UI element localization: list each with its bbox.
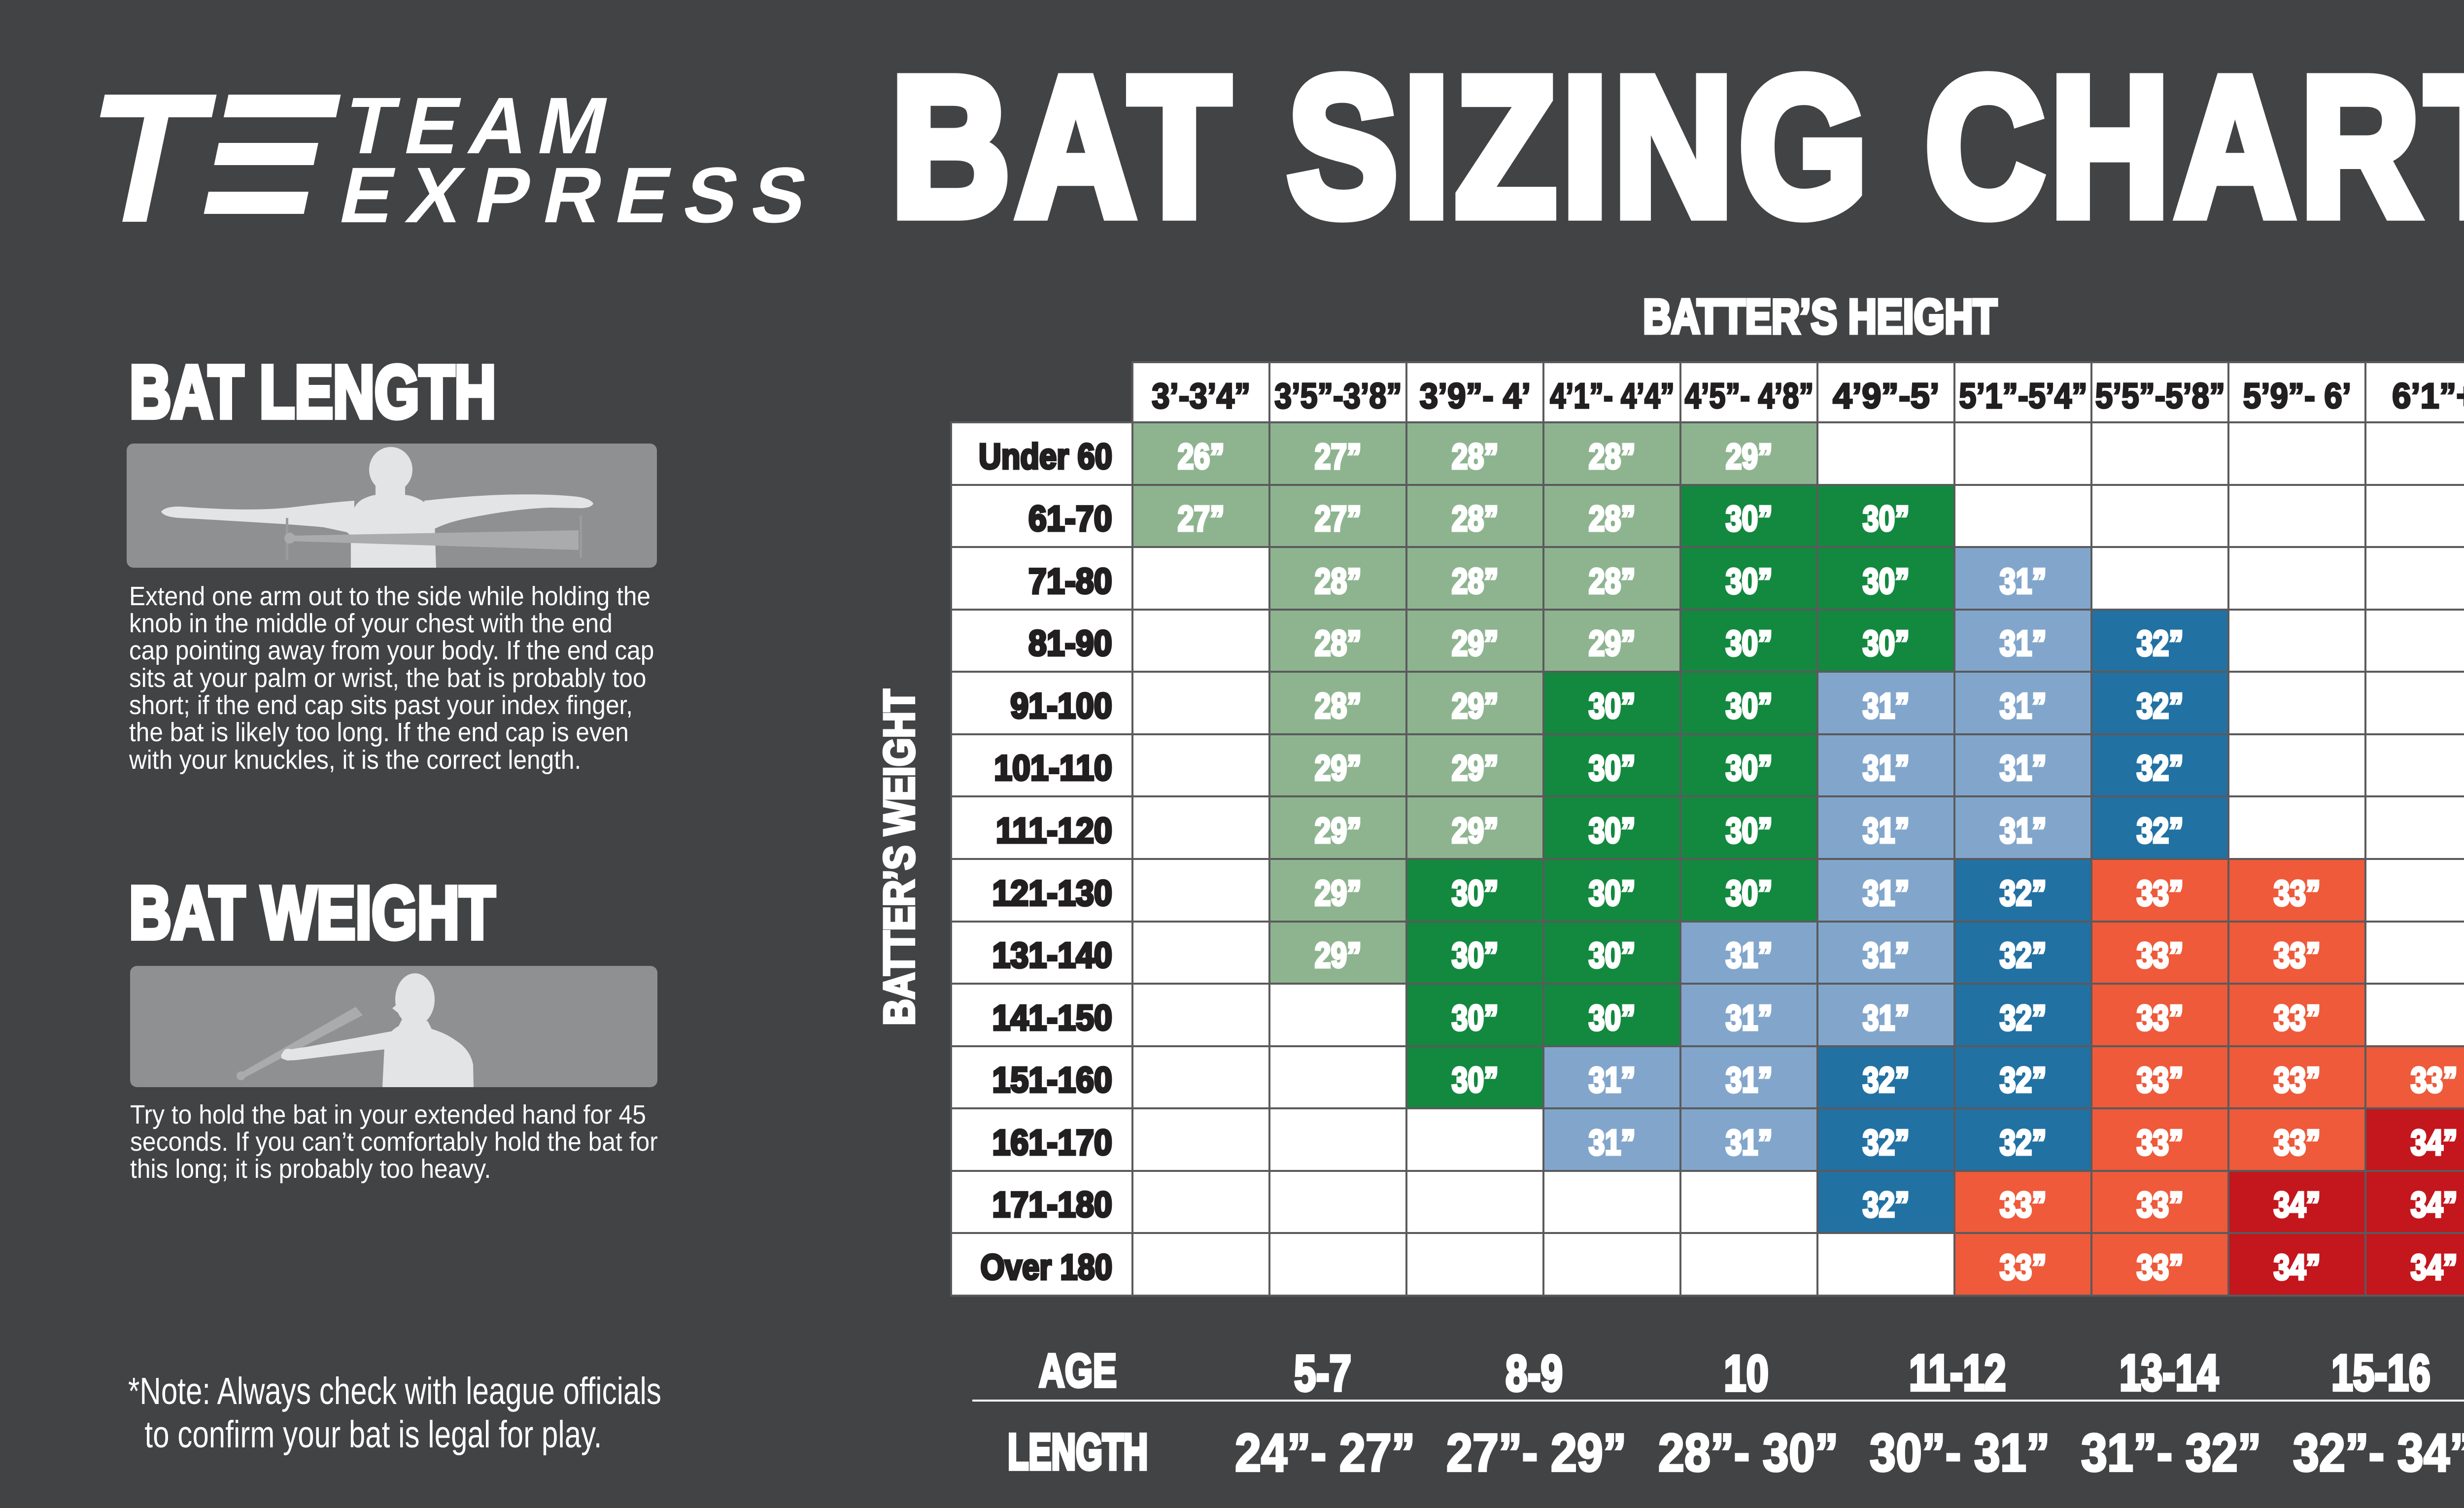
svg-text:EXPRESS: EXPRESS	[333, 152, 830, 240]
svg-text:TEAM: TEAM	[337, 81, 627, 171]
